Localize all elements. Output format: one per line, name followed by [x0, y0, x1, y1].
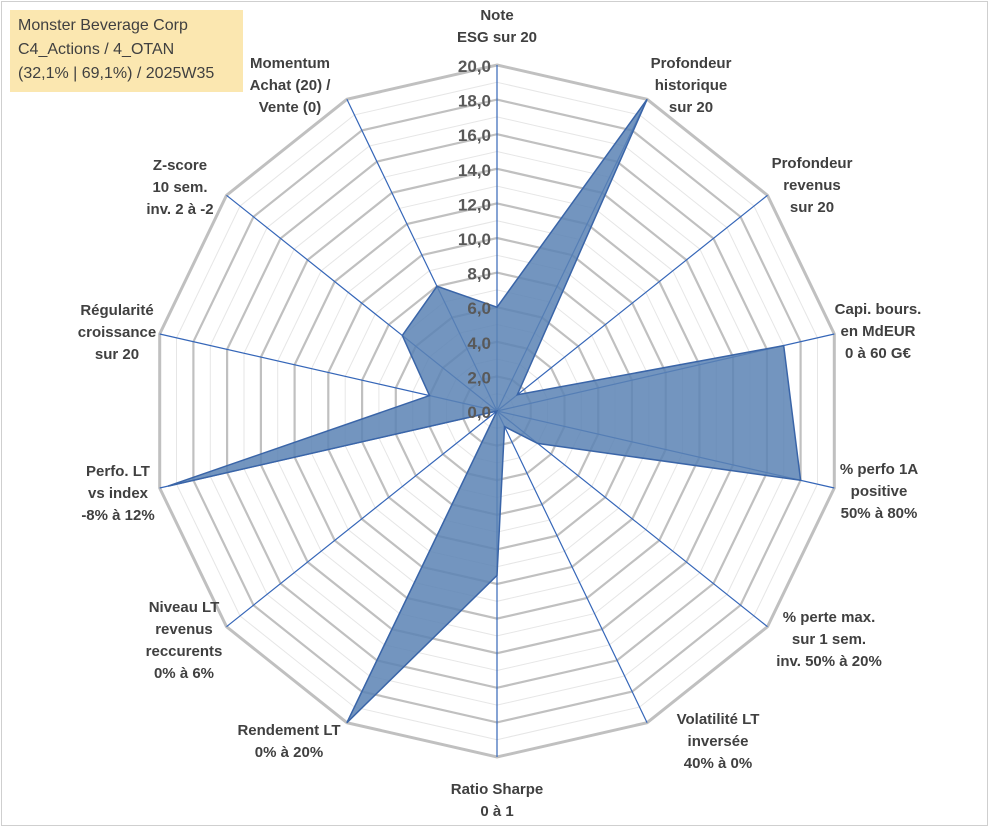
axis-label-line: Note [480, 7, 513, 24]
axis-label-line: 40% à 0% [684, 755, 752, 772]
axis-label-line: Achat (20) / [250, 77, 332, 94]
title-scores: (32,1% | 69,1%) / 2025W35 [18, 65, 215, 82]
axis-label: Niveau LT revenus reccurents 0% à 6% [146, 599, 223, 682]
axis-label: Note ESG sur 20 [457, 7, 537, 46]
radar-axis-labels: Note ESG sur 20 Profondeur historique sur 20… [78, 7, 922, 820]
tick-label: 20,0 [458, 57, 491, 76]
axis-label-line: croissance [78, 324, 156, 341]
axis-label-line: Niveau LT [149, 599, 220, 616]
axis-label-line: Régularité [80, 302, 153, 319]
tick-label: 18,0 [458, 92, 491, 111]
tick-label: 6,0 [467, 299, 491, 318]
axis-label-line: 0 à 1 [480, 803, 513, 820]
radar-series [167, 98, 802, 724]
axis-label-line: 0% à 6% [154, 665, 214, 682]
chart-title-box: Monster Beverage Corp C4_Actions / 4_OTA… [10, 10, 243, 92]
axis-label-line: ESG sur 20 [457, 29, 537, 46]
axis-label-line: % perte max. [783, 609, 876, 626]
axis-label-line: Ratio Sharpe [451, 781, 544, 798]
tick-label: 14,0 [458, 161, 491, 180]
axis-label-line: 0 à 60 G€ [845, 345, 912, 362]
axis-label-line: Profondeur [651, 55, 732, 72]
axis-label-line: historique [655, 77, 728, 94]
axis-label-line: % perfo 1A [840, 461, 919, 478]
axis-label-line: -8% à 12% [81, 507, 154, 524]
axis-label-line: Vente (0) [259, 99, 322, 116]
axis-label-line: sur 1 sem. [792, 631, 866, 648]
axis-label-line: Z-score [153, 157, 207, 174]
axis-label-line: revenus [155, 621, 213, 638]
axis-label: Z-score 10 sem. inv. 2 à -2 [146, 157, 213, 218]
axis-label: Ratio Sharpe 0 à 1 [451, 781, 544, 820]
tick-label: 12,0 [458, 195, 491, 214]
axis-label-line: inv. 50% à 20% [776, 653, 882, 670]
axis-label: Volatilité LT inversée 40% à 0% [677, 711, 760, 772]
radar-spoke [496, 410, 648, 723]
axis-label-line: 10 sem. [152, 179, 207, 196]
axis-label-line: vs index [88, 485, 149, 502]
axis-label-line: sur 20 [790, 199, 834, 216]
radar-spoke [496, 194, 768, 412]
axis-label-line: en MdEUR [841, 323, 916, 340]
axis-label-line: inv. 2 à -2 [146, 201, 213, 218]
axis-label: Profondeur revenus sur 20 [772, 155, 853, 216]
tick-label: 2,0 [467, 368, 491, 387]
axis-label: % perte max. sur 1 sem. inv. 50% à 20% [776, 609, 882, 670]
tick-label: 4,0 [467, 334, 491, 353]
radar-spoke [496, 410, 768, 628]
axis-label: Momentum Achat (20) / Vente (0) [250, 55, 332, 116]
axis-label: Régularité croissance sur 20 [78, 302, 156, 363]
axis-label-line: Profondeur [772, 155, 853, 172]
axis-label-line: Volatilité LT [677, 711, 760, 728]
axis-label-line: 50% à 80% [841, 505, 918, 522]
tick-label: 0,0 [467, 403, 491, 422]
axis-label: Perfo. LT vs index -8% à 12% [81, 463, 154, 524]
axis-label-line: Perfo. LT [86, 463, 150, 480]
tick-label: 10,0 [458, 230, 491, 249]
axis-label-line: reccurents [146, 643, 223, 660]
axis-label-line: 0% à 20% [255, 744, 323, 761]
axis-label-line: sur 20 [95, 346, 139, 363]
axis-label: Rendement LT 0% à 20% [237, 722, 340, 761]
radar-tick-labels: 0,0 2,0 4,0 6,0 8,0 10,0 12,0 14,0 16,0 18,0 20,0 [458, 57, 491, 422]
axis-label: % perfo 1A positive 50% à 80% [840, 461, 919, 522]
axis-label-line: inversée [688, 733, 749, 750]
title-company: Monster Beverage Corp [18, 17, 188, 34]
tick-label: 16,0 [458, 126, 491, 145]
title-category: C4_Actions / 4_OTAN [18, 41, 175, 58]
tick-label: 8,0 [467, 265, 491, 284]
axis-label-line: Rendement LT [237, 722, 340, 739]
axis-label-line: revenus [783, 177, 841, 194]
axis-label: Capi. bours. en MdEUR 0 à 60 G€ [835, 301, 922, 362]
axis-label-line: sur 20 [669, 99, 713, 116]
axis-label: Profondeur historique sur 20 [651, 55, 732, 116]
axis-label-line: Capi. bours. [835, 301, 922, 318]
axis-label-line: Momentum [250, 55, 330, 72]
radar-spoke [226, 410, 498, 628]
axis-label-line: positive [851, 483, 908, 500]
